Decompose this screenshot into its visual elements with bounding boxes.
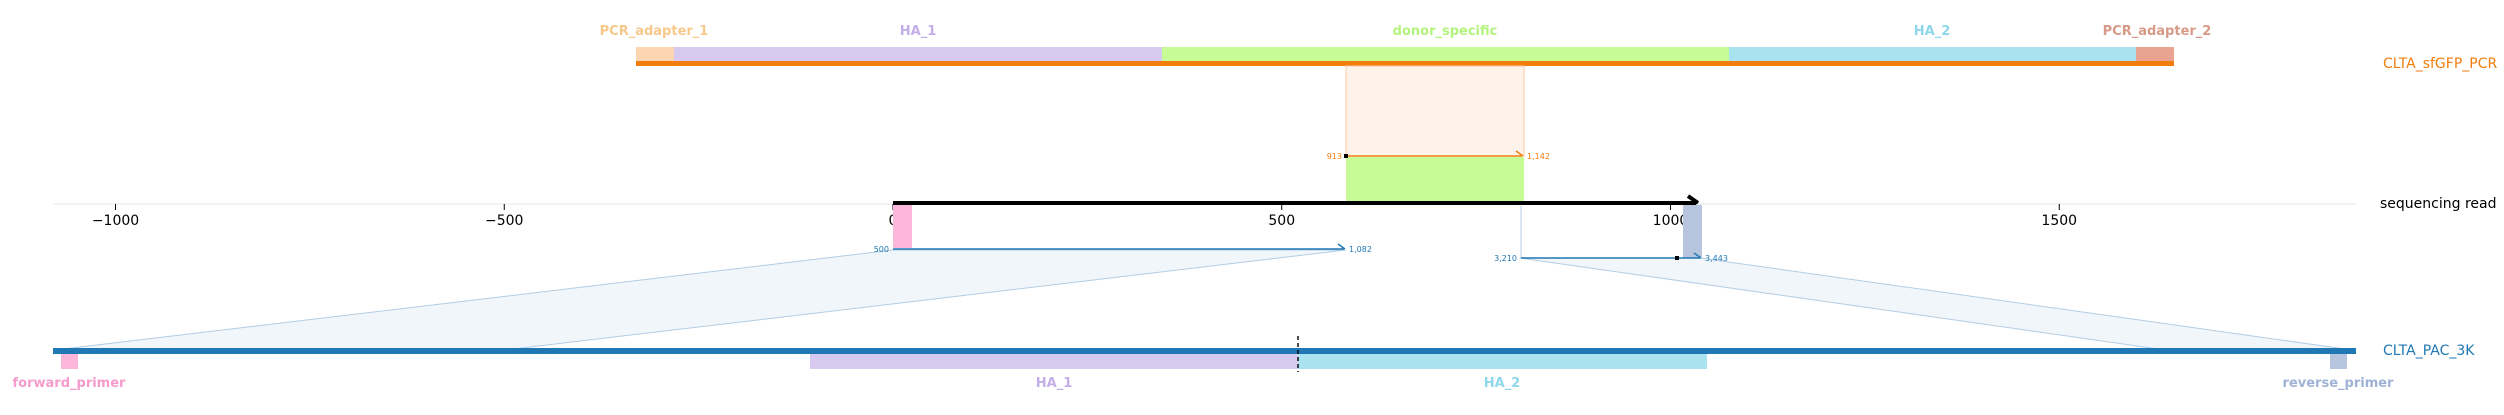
- top-label-ha1: HA_1: [900, 24, 937, 39]
- bottom-left-end-label: 1,082: [1349, 245, 1372, 254]
- bottom-label-ha1: HA_1: [1036, 376, 1073, 391]
- bottom-label-reverse-primer: reverse_primer: [2283, 376, 2395, 391]
- bottom-right-arrow-head: [1693, 252, 1702, 259]
- top-alignment-end-label: 1,142: [1527, 152, 1550, 161]
- top-feature-ha2-block: [1729, 47, 2136, 62]
- bottom-left-start-label: 500: [874, 245, 889, 254]
- top-alignment-donor-block: [1346, 157, 1524, 201]
- bottom-label-ha2: HA_2: [1484, 376, 1521, 391]
- top-label-ha2: HA_2: [1914, 24, 1951, 39]
- sequencing-read-name: sequencing read: [2380, 196, 2496, 212]
- axis-tick-label: −1000: [92, 213, 139, 229]
- read-reverse-primer-block: [1683, 205, 1702, 258]
- axis-tick-label: 1500: [2041, 213, 2077, 229]
- axis-ticks: −1000−500050010001500: [92, 204, 2077, 229]
- bottom-alignments: 500 1,082 3,210 3,443: [54, 206, 2353, 351]
- top-alignment-shade: [1345, 65, 1525, 157]
- bottom-right-start-label: 3,210: [1494, 254, 1517, 263]
- top-sequence-name: CLTA_sfGFP_PCR: [2383, 56, 2497, 72]
- bottom-feature-reverse-primer-block: [2330, 354, 2347, 369]
- top-sequence-track: PCR_adapter_1 HA_1 donor_specific HA_2 P…: [600, 24, 2498, 72]
- top-alignment: 913 1,142: [1327, 65, 1550, 201]
- bottom-feature-ha1-block: [810, 354, 1298, 369]
- top-feature-ha1-block: [674, 47, 1162, 62]
- read-forward-primer-block: [893, 205, 912, 248]
- axis-tick-label: 1000: [1653, 213, 1689, 229]
- axis-tick-label: −500: [485, 213, 523, 229]
- top-feature-pcr-adapter-2-block: [2136, 47, 2174, 62]
- bottom-sequence-track: forward_primer HA_1 HA_2 reverse_primer …: [13, 336, 2475, 391]
- top-alignment-start-marker: [1344, 154, 1348, 158]
- bottom-sequence-line: [53, 348, 2356, 354]
- sequencing-read-arrow-head: [1686, 194, 1700, 205]
- top-label-pcr-adapter-1: PCR_adapter_1: [600, 24, 709, 39]
- bottom-right-alignment-shade: [1519, 257, 2353, 351]
- top-sequence-line: [636, 61, 1174, 66]
- top-alignment-arrow-head: [1515, 150, 1524, 157]
- top-label-donor-specific: donor_specific: [1393, 24, 1498, 39]
- bottom-left-arrow-head: [1337, 243, 1346, 250]
- bottom-left-alignment-shade: [54, 249, 1347, 351]
- bottom-feature-ha2-block: [1298, 354, 1707, 369]
- top-alignment-start-label: 913: [1327, 152, 1342, 161]
- bottom-label-forward-primer: forward_primer: [13, 376, 127, 391]
- top-label-pcr-adapter-2: PCR_adapter_2: [2103, 24, 2212, 39]
- bottom-feature-forward-primer-block: [61, 354, 78, 369]
- top-feature-pcr-adapter-1-block: [636, 47, 674, 62]
- top-sequence-line-rest: [1172, 61, 2174, 66]
- top-feature-donor-block: [1162, 47, 1729, 62]
- bottom-sequence-name: CLTA_PAC_3K: [2383, 343, 2475, 359]
- sequencing-read-track: sequencing read: [893, 194, 2496, 258]
- axis-tick-label: 500: [1268, 213, 1295, 229]
- axis: −1000−500050010001500: [53, 203, 2356, 229]
- bottom-right-marker: [1675, 256, 1679, 260]
- bottom-right-end-label: 3,443: [1705, 254, 1728, 263]
